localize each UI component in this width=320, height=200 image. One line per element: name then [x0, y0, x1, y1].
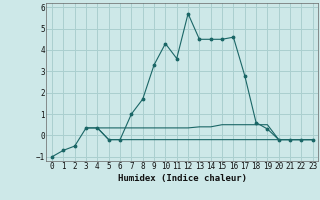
- X-axis label: Humidex (Indice chaleur): Humidex (Indice chaleur): [118, 174, 247, 183]
